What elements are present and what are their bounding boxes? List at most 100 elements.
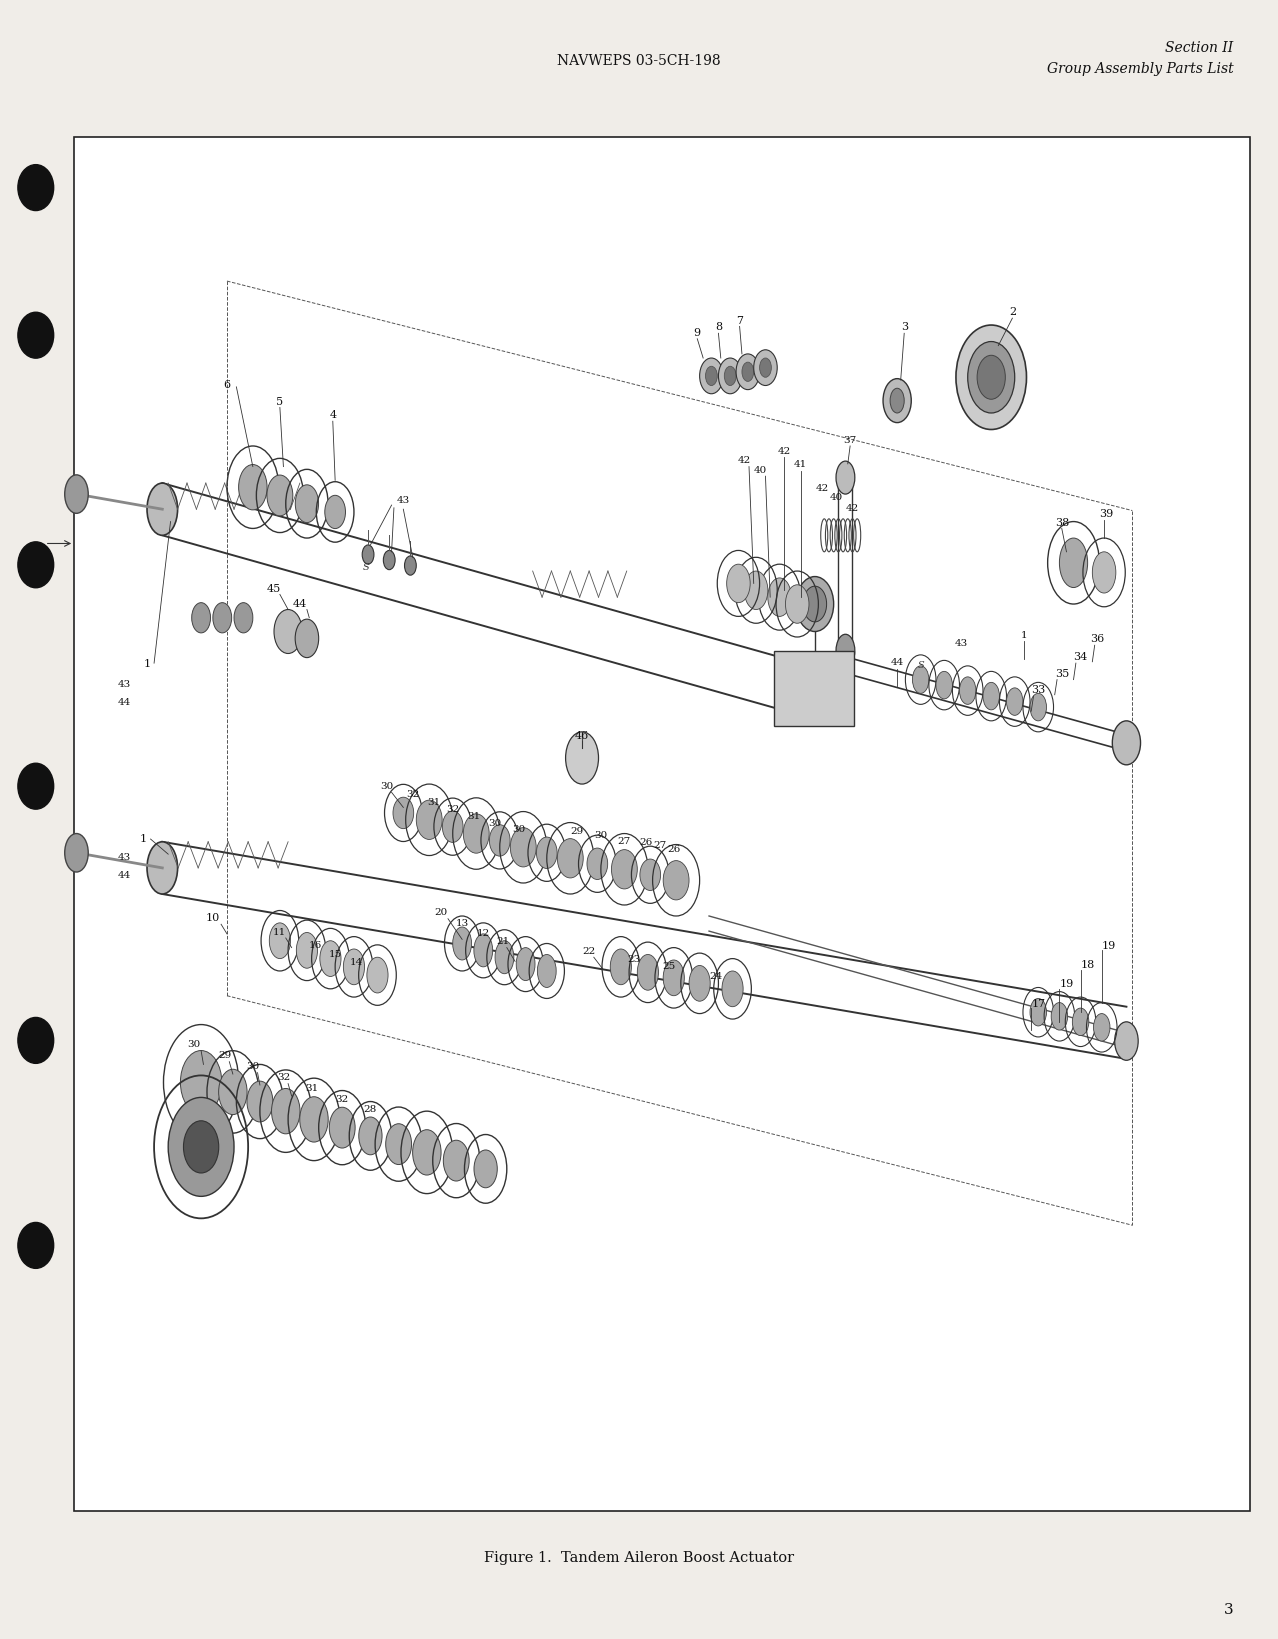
Ellipse shape (725, 367, 736, 387)
Ellipse shape (744, 572, 768, 610)
Ellipse shape (786, 585, 809, 624)
Text: 20: 20 (435, 908, 447, 916)
Ellipse shape (394, 798, 414, 829)
Ellipse shape (736, 354, 759, 390)
Text: 40: 40 (829, 493, 842, 502)
Ellipse shape (296, 933, 317, 969)
Text: 15: 15 (328, 949, 341, 959)
Text: 12: 12 (477, 928, 489, 938)
Text: 29: 29 (219, 1051, 231, 1060)
Ellipse shape (180, 1051, 222, 1115)
Circle shape (18, 166, 54, 211)
Ellipse shape (1052, 1003, 1067, 1031)
Text: 1: 1 (139, 833, 147, 842)
Text: 9: 9 (694, 328, 700, 338)
Text: 38: 38 (1054, 518, 1068, 528)
Text: 21: 21 (497, 936, 510, 946)
Ellipse shape (689, 965, 711, 1001)
Text: 31: 31 (427, 798, 441, 806)
Text: 42: 42 (777, 446, 791, 456)
Ellipse shape (754, 351, 777, 387)
Ellipse shape (718, 359, 743, 395)
Ellipse shape (1112, 721, 1140, 765)
Ellipse shape (213, 603, 231, 634)
Ellipse shape (443, 1141, 469, 1182)
Ellipse shape (300, 1096, 328, 1142)
Text: 18: 18 (1080, 959, 1095, 970)
Text: 23: 23 (627, 954, 640, 964)
Ellipse shape (638, 956, 658, 990)
Ellipse shape (978, 356, 1006, 400)
Text: 37: 37 (843, 436, 856, 444)
Ellipse shape (474, 934, 493, 967)
Text: 32: 32 (336, 1095, 349, 1103)
Text: 14: 14 (350, 957, 363, 967)
Text: 32: 32 (446, 805, 459, 815)
Text: 43: 43 (118, 680, 130, 688)
Ellipse shape (722, 972, 743, 1006)
Ellipse shape (320, 941, 341, 977)
Circle shape (18, 764, 54, 810)
Text: 35: 35 (1054, 669, 1068, 679)
Text: 42: 42 (846, 505, 859, 513)
Ellipse shape (359, 1118, 382, 1155)
Ellipse shape (362, 546, 374, 565)
Ellipse shape (759, 359, 772, 379)
Text: 26: 26 (639, 838, 652, 847)
Text: 17: 17 (1031, 998, 1045, 1008)
Text: 3: 3 (1223, 1603, 1233, 1616)
Ellipse shape (743, 362, 754, 382)
Ellipse shape (295, 620, 318, 659)
Ellipse shape (295, 485, 318, 523)
Text: 42: 42 (737, 456, 751, 465)
Text: 27: 27 (653, 841, 666, 849)
Text: 1: 1 (1021, 631, 1028, 639)
Ellipse shape (344, 949, 364, 985)
Ellipse shape (413, 1129, 441, 1175)
Text: 30: 30 (512, 824, 525, 833)
Ellipse shape (1030, 693, 1047, 721)
Ellipse shape (234, 603, 253, 634)
Text: Figure 1.  Tandem Aileron Boost Actuator: Figure 1. Tandem Aileron Boost Actuator (484, 1550, 794, 1564)
Ellipse shape (557, 839, 583, 879)
Text: 41: 41 (794, 461, 808, 469)
Text: 34: 34 (1074, 652, 1088, 662)
Ellipse shape (796, 577, 833, 633)
Text: 6: 6 (224, 380, 230, 390)
Ellipse shape (192, 603, 211, 634)
Ellipse shape (464, 815, 489, 854)
Ellipse shape (537, 838, 557, 869)
Ellipse shape (836, 634, 855, 667)
Text: 44: 44 (293, 598, 307, 608)
Text: 16: 16 (308, 941, 322, 949)
Text: 30: 30 (381, 782, 394, 790)
Text: 40: 40 (754, 465, 767, 475)
Text: 44: 44 (118, 698, 130, 706)
Ellipse shape (727, 565, 750, 603)
Text: 45: 45 (267, 583, 281, 593)
Text: 30: 30 (594, 831, 607, 839)
Text: 19: 19 (1059, 978, 1074, 988)
Text: 11: 11 (273, 928, 286, 936)
Ellipse shape (1007, 688, 1022, 716)
Ellipse shape (912, 667, 929, 693)
Ellipse shape (611, 851, 638, 890)
Text: 44: 44 (118, 870, 130, 880)
Ellipse shape (566, 733, 598, 785)
Text: 7: 7 (736, 315, 743, 326)
Ellipse shape (442, 811, 463, 842)
Text: 33: 33 (1031, 685, 1045, 695)
Ellipse shape (184, 1121, 219, 1174)
Text: S: S (918, 661, 924, 670)
Text: 3: 3 (901, 323, 907, 333)
Ellipse shape (705, 367, 717, 387)
Text: 10: 10 (206, 913, 220, 923)
Ellipse shape (452, 928, 472, 960)
Ellipse shape (935, 672, 952, 700)
Ellipse shape (1094, 1015, 1111, 1041)
Text: S: S (363, 564, 369, 572)
Ellipse shape (65, 475, 88, 515)
Text: 39: 39 (1099, 510, 1113, 520)
Ellipse shape (417, 801, 442, 839)
Ellipse shape (663, 960, 684, 997)
